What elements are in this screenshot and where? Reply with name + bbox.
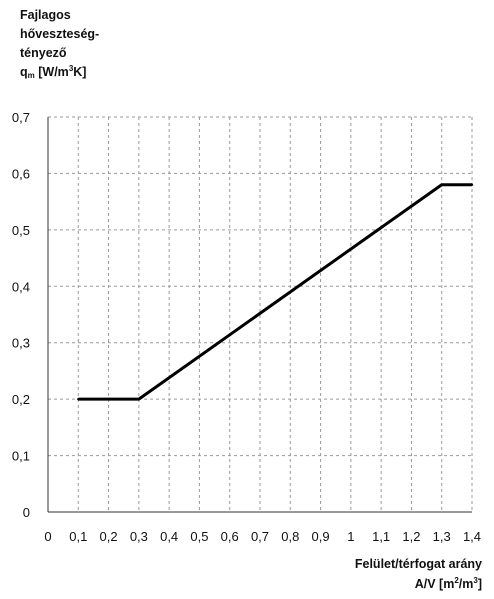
- y-tick-label-7: 0,7: [12, 110, 30, 125]
- x-tick-label-8: 0,8: [281, 529, 299, 544]
- x-unit-suffix: ]: [477, 577, 482, 591]
- y-symbol: q: [20, 65, 28, 79]
- x-unit-mid: /m: [458, 577, 474, 591]
- y-title-line-2: hőveszteség-: [20, 27, 100, 41]
- y-tick-label-1: 0,1: [12, 449, 30, 464]
- y-title-line-1: Fajlagos: [20, 8, 71, 22]
- x-tick-label-4: 0,4: [160, 529, 178, 544]
- x-tick-label-6: 0,6: [221, 529, 239, 544]
- y-unit-sup: 3: [68, 64, 74, 73]
- x-tick-label-14: 1,4: [463, 529, 481, 544]
- y-title-line-3: tényező: [20, 46, 67, 60]
- x-tick-label-0: 0: [44, 529, 51, 544]
- x-tick-label-11: 1,1: [372, 529, 390, 544]
- x-unit-prefix: A/V [m: [414, 577, 455, 591]
- series-0-point-2: [440, 183, 443, 186]
- x-tick-label-3: 0,3: [130, 529, 148, 544]
- y-unit-line: qm [W/m3K]: [20, 63, 99, 82]
- series-0-point-3: [470, 183, 474, 186]
- x-tick-label-5: 0,5: [190, 529, 208, 544]
- x-unit-sup1: 2: [454, 576, 459, 585]
- x-tick-label-10: 1: [347, 529, 354, 544]
- series-line-0: [78, 183, 472, 401]
- x-unit-sup2: 3: [473, 576, 478, 585]
- x-unit-line: A/V [m2/m3]: [355, 574, 482, 594]
- y-tick-label-2: 0,2: [12, 392, 30, 407]
- y-tick-label-6: 0,6: [12, 166, 30, 181]
- x-tick-label-12: 1,2: [402, 529, 420, 544]
- y-unit-prefix: [W/m: [38, 65, 69, 79]
- y-axis-title: Fajlagos hőveszteség- tényező qm [W/m3K]: [20, 6, 99, 82]
- x-axis-title: Felület/térfogat arány A/V [m2/m3]: [355, 554, 482, 594]
- y-tick-label-0: 0: [23, 505, 30, 520]
- series-0-point-0: [77, 397, 80, 401]
- x-tick-label-9: 0,9: [312, 529, 330, 544]
- x-tick-label-1: 0,1: [69, 529, 87, 544]
- x-title-line: Felület/térfogat arány: [354, 557, 482, 571]
- series-0-point-1: [137, 397, 141, 401]
- y-tick-label-5: 0,5: [12, 223, 30, 238]
- x-tick-label-7: 0,7: [251, 529, 269, 544]
- y-unit-suffix: K]: [73, 65, 87, 79]
- x-tick-label-13: 1,3: [433, 529, 451, 544]
- y-symbol-sub: m: [27, 71, 35, 80]
- x-tick-label-2: 0,2: [100, 529, 118, 544]
- y-tick-label-3: 0,3: [12, 336, 30, 351]
- y-tick-label-4: 0,4: [12, 279, 30, 294]
